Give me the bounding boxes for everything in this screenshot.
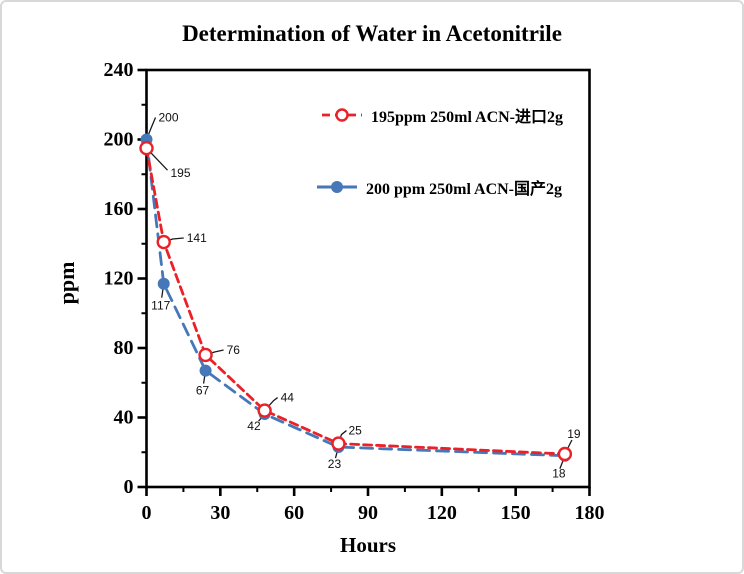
y-tick-label: 0 — [124, 476, 134, 498]
series-markers — [139, 133, 573, 462]
y-tick-label: 160 — [104, 198, 134, 220]
chart-title: Determination of Water in Acetonitrile — [182, 21, 562, 46]
series-lines — [145, 138, 567, 458]
y-tick-label: 240 — [104, 59, 134, 81]
x-tick-label: 180 — [575, 502, 605, 524]
data-point-label: 19 — [567, 427, 581, 441]
x-tick-label: 90 — [358, 502, 378, 524]
data-point-label: 200 — [159, 111, 179, 125]
data-point-label: 25 — [348, 424, 362, 438]
legend-item-domestic: 200 ppm 250ml ACN-国产2g — [315, 175, 562, 199]
legend-label-domestic: 200 ppm 250ml ACN-国产2g — [366, 181, 563, 198]
data-point-label: 42 — [247, 419, 261, 433]
data-labels: 195 141 76 44 25 19 200 117 67 42 23 18 — [145, 111, 581, 481]
x-tick-label: 120 — [427, 502, 457, 524]
x-tick-label: 0 — [142, 502, 152, 524]
y-tick-label: 120 — [104, 268, 134, 290]
x-axis-ticks: 0 30 60 90 120 150 180 — [142, 487, 605, 524]
y-axis-ticks: 0 40 80 120 160 200 240 — [104, 59, 147, 498]
data-point-label: 44 — [281, 391, 295, 405]
axes — [145, 68, 591, 489]
legend-label-imported: 195ppm 250ml ACN-进口2g — [371, 109, 564, 126]
x-tick-label: 60 — [284, 502, 304, 524]
y-tick-label: 80 — [114, 337, 134, 359]
x-tick-label: 30 — [210, 502, 230, 524]
data-point-label: 76 — [227, 343, 241, 357]
legend-marker-blue-filled-circle-icon — [317, 181, 357, 193]
legend-marker-red-open-circle-icon — [322, 108, 362, 122]
data-point-label: 67 — [196, 384, 210, 398]
data-point-label: 18 — [552, 467, 566, 481]
data-point-label: 141 — [187, 231, 207, 245]
x-tick-label: 150 — [501, 502, 531, 524]
x-axis-label: Hours — [339, 533, 396, 557]
legend-item-imported: 195ppm 250ml ACN-进口2g — [320, 103, 563, 127]
data-point-label: 117 — [151, 299, 170, 313]
y-tick-label: 40 — [114, 407, 134, 429]
data-point-label: 23 — [328, 457, 342, 471]
y-tick-label: 200 — [104, 129, 134, 151]
data-point-label: 195 — [171, 166, 191, 180]
